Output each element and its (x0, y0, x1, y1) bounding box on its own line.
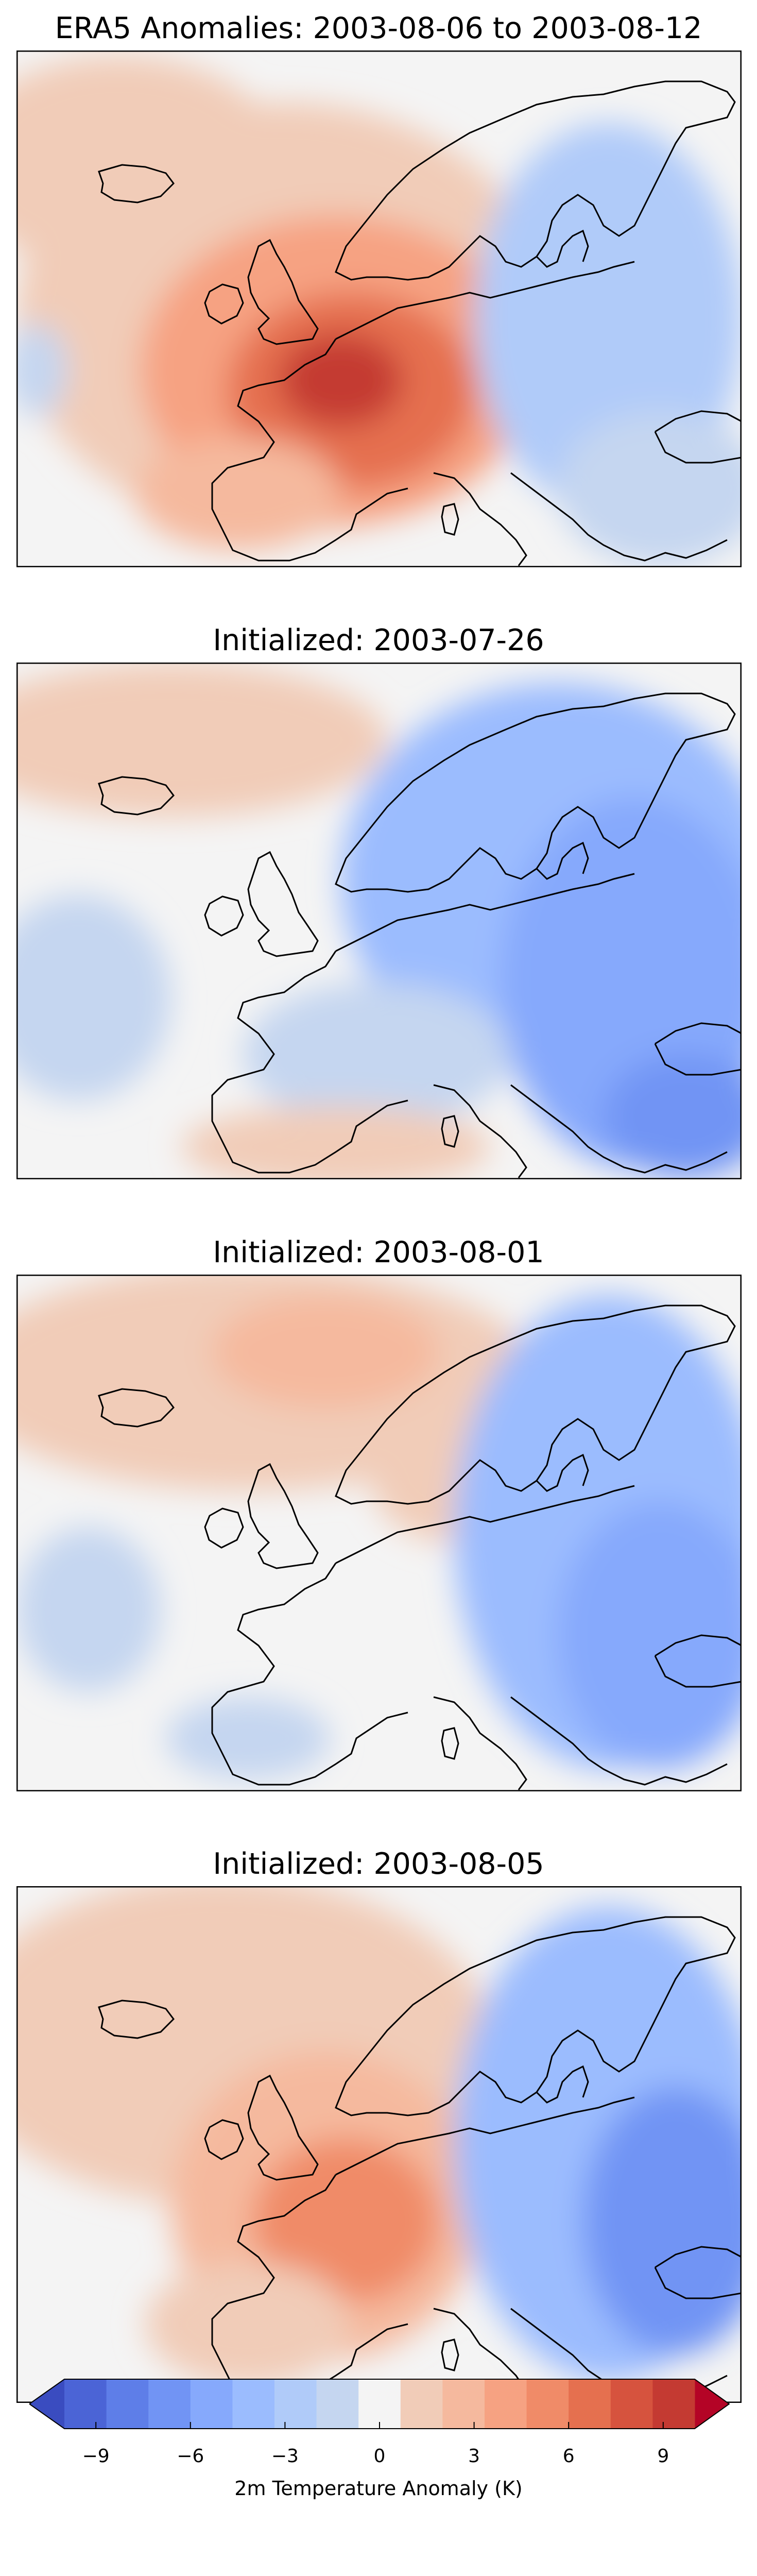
colorbar-segment (652, 2379, 695, 2429)
colorbar-segment (64, 2379, 107, 2429)
colorbar-extend-high (695, 2379, 730, 2429)
colorbar-tick-label: 6 (562, 2446, 575, 2467)
colorbar-segment (106, 2379, 149, 2429)
colorbar-segment (232, 2379, 275, 2429)
panel-title-init-0805: Initialized: 2003-08-05 (213, 1847, 544, 1881)
map-panel-init-0805 (16, 1886, 742, 2403)
colorbar-segment (274, 2379, 317, 2429)
colorbar-tick-label: 0 (373, 2446, 386, 2467)
colorbar-tick-label: −6 (177, 2446, 204, 2467)
map-panel-init-0801 (16, 1275, 742, 1791)
panel-title-init-0726: Initialized: 2003-07-26 (213, 623, 544, 657)
colorbar-extend-low (29, 2379, 64, 2429)
colorbar-tick-label: −9 (82, 2446, 110, 2467)
colorbar-segment (610, 2379, 653, 2429)
panel-title-era5: ERA5 Anomalies: 2003-08-06 to 2003-08-12 (55, 11, 702, 45)
colorbar-segment (400, 2379, 443, 2429)
colorbar-segment (442, 2379, 485, 2429)
colorbar-segment (485, 2379, 527, 2429)
colorbar-label: 2m Temperature Anomaly (K) (234, 2477, 523, 2500)
colorbar-svg (28, 2379, 730, 2429)
colorbar-segment (316, 2379, 359, 2429)
colorbar-segment (190, 2379, 233, 2429)
colorbar-segment (569, 2379, 611, 2429)
panel-title-init-0801: Initialized: 2003-08-01 (213, 1235, 544, 1269)
colorbar-segment (526, 2379, 569, 2429)
map-panel-init-0726 (16, 663, 742, 1179)
colorbar-tick-label: 9 (657, 2446, 669, 2467)
colorbar-segment (358, 2379, 401, 2429)
colorbar-tick-label: 3 (468, 2446, 480, 2467)
colorbar-outline (28, 2379, 730, 2429)
map-panel-era5 (16, 50, 742, 567)
colorbar-tick-label: −3 (271, 2446, 299, 2467)
colorbar-segment (148, 2379, 191, 2429)
colorbar (28, 2379, 730, 2429)
